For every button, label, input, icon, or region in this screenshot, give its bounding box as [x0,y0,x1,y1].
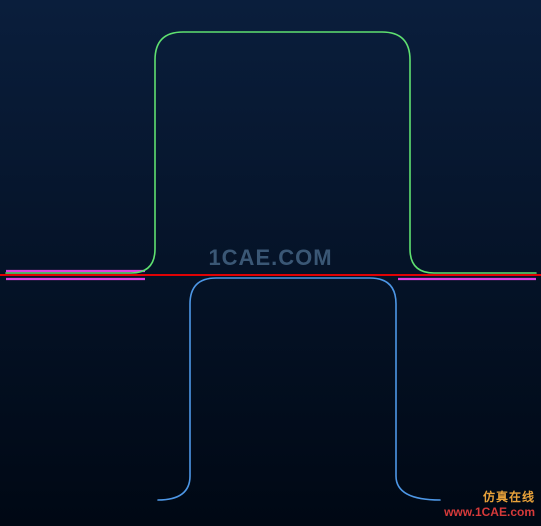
plot-svg [0,0,541,526]
background [0,0,541,526]
cad-canvas: 1CAE.COM 仿真在线 www.1CAE.com [0,0,541,526]
